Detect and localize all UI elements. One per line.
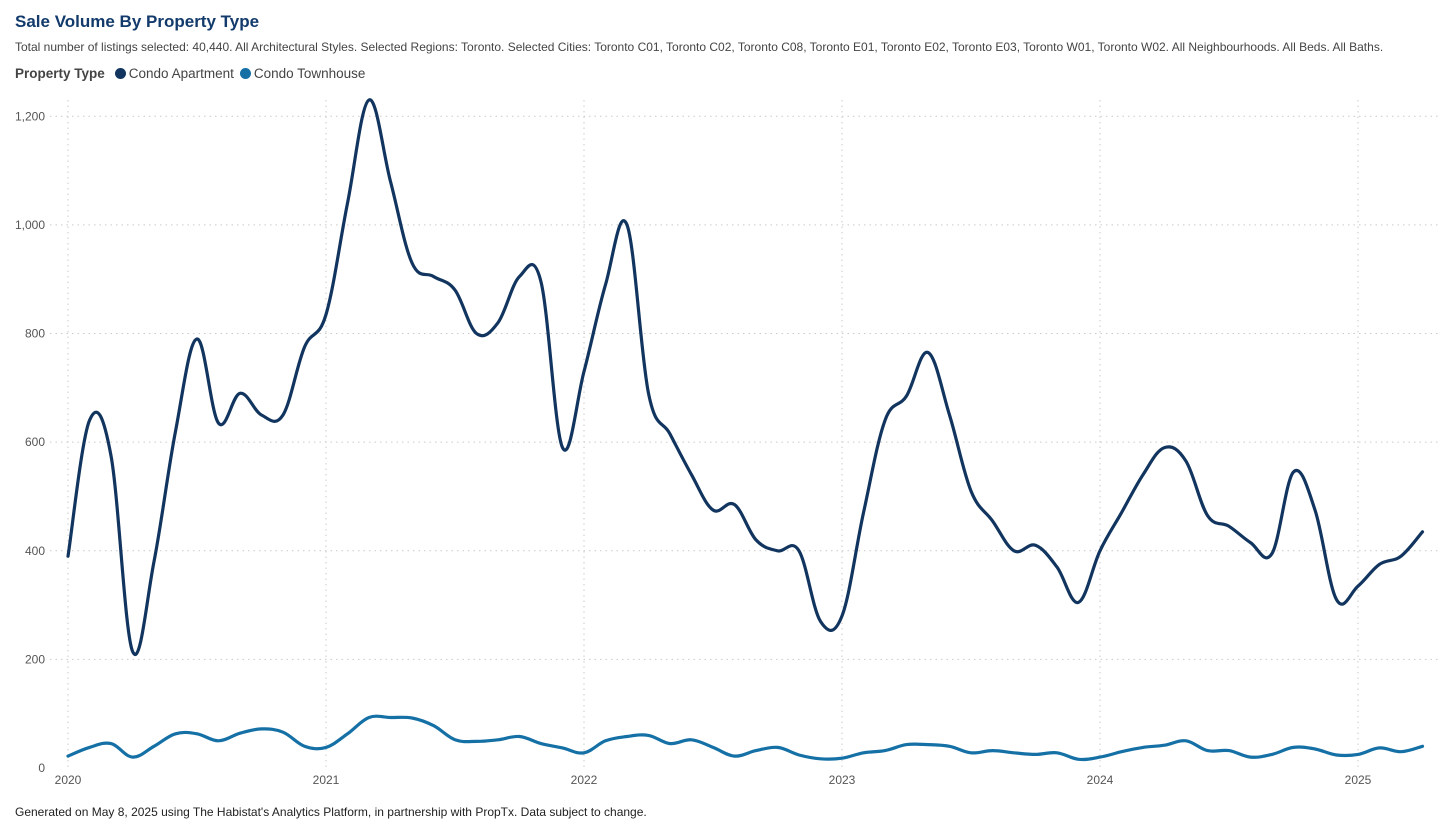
legend: Property Type Condo Apartment Condo Town… [15, 66, 371, 81]
page-title: Sale Volume By Property Type [15, 12, 260, 31]
y-tick-label: 1,200 [15, 109, 45, 123]
y-tick-label: 600 [25, 435, 45, 449]
series-line-condo-townhouse [66, 714, 1425, 762]
series-line-condo-apartment [66, 98, 1425, 656]
line-chart: 0 200 400 600 800 1,000 1,200 2020 2021 2022 2023 2… [15, 98, 1440, 787]
x-tick-label: 2022 [571, 773, 598, 787]
legend-item-condo-apartment[interactable]: Condo Apartment [114, 66, 234, 81]
x-tick-label: 2020 [55, 773, 82, 787]
legend-label-condo-townhouse: Condo Townhouse [253, 66, 366, 81]
x-tick-label: 2021 [313, 773, 340, 787]
legend-title: Property Type [15, 66, 105, 81]
x-tick-label: 2025 [1345, 773, 1372, 787]
legend-label-condo-apartment: Condo Apartment [128, 66, 234, 81]
y-tick-label: 0 [38, 761, 45, 775]
y-tick-label: 1,000 [15, 218, 45, 232]
legend-dot-condo-townhouse [239, 68, 251, 79]
x-tick-label: 2024 [1087, 773, 1114, 787]
chart-subtitle: Total number of listings selected: 40,44… [15, 40, 1384, 54]
legend-dot-condo-apartment [114, 68, 126, 79]
y-tick-label: 200 [25, 652, 45, 666]
y-tick-label: 800 [25, 327, 45, 341]
footer-note: Generated on May 8, 2025 using The Habis… [15, 805, 647, 819]
x-tick-label: 2023 [829, 773, 856, 787]
legend-item-condo-townhouse[interactable]: Condo Townhouse [239, 66, 366, 81]
y-tick-label: 400 [25, 544, 45, 558]
